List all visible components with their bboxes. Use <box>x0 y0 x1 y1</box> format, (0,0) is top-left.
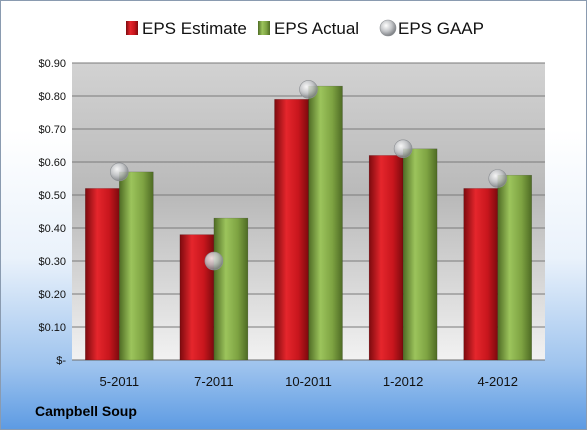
y-tick-label: $0.90 <box>38 58 66 70</box>
y-tick-label: $0.40 <box>38 223 66 235</box>
legend-swatch <box>379 19 397 37</box>
y-tick-label: $0.30 <box>38 256 66 268</box>
y-tick-label: $0.70 <box>38 124 66 136</box>
gaap-markers <box>110 80 508 271</box>
axis-labels: $- $0.10 $0.20 $0.30 $0.40 $0.50 $0.60 $0.70 $0.… <box>38 58 517 389</box>
actual-bar <box>213 217 249 361</box>
legend-label: EPS GAAP <box>398 19 484 38</box>
legend: EPS Estimate EPS Actual EPS GAAP <box>126 19 484 38</box>
actual-bar <box>119 171 154 361</box>
x-category-label: 5-2011 <box>100 374 140 389</box>
company-name: Campbell Soup <box>35 403 137 419</box>
actual-bar <box>402 148 438 361</box>
gaap-marker <box>488 169 508 188</box>
legend-swatch <box>258 21 270 35</box>
gaap-marker <box>393 139 413 159</box>
gaap-marker <box>204 251 224 271</box>
x-category-label: 10-2011 <box>285 374 332 389</box>
gaap-marker <box>110 162 129 182</box>
x-category-label: 7-2011 <box>194 374 234 389</box>
actual-bar <box>497 174 532 361</box>
estimate-bar <box>85 188 120 361</box>
estimate-bar <box>274 99 309 361</box>
y-tick-label: $0.10 <box>38 322 66 334</box>
y-tick-label: $0.20 <box>38 289 66 301</box>
estimate-bar <box>368 155 404 361</box>
actual-bar <box>308 85 343 361</box>
x-category-label: 1-2012 <box>383 374 423 389</box>
legend-label: EPS Actual <box>274 19 359 38</box>
y-tick-label: $0.50 <box>38 190 66 202</box>
gaap-marker <box>299 80 318 99</box>
legend-swatch <box>126 21 138 35</box>
y-tick-label: $0.60 <box>38 157 66 169</box>
x-category-label: 4-2012 <box>477 374 517 389</box>
legend-label: EPS Estimate <box>142 19 247 38</box>
y-tick-label: $0.80 <box>38 91 66 103</box>
bars <box>85 85 532 361</box>
y-tick-label: $- <box>56 355 66 367</box>
estimate-bar <box>463 188 498 361</box>
